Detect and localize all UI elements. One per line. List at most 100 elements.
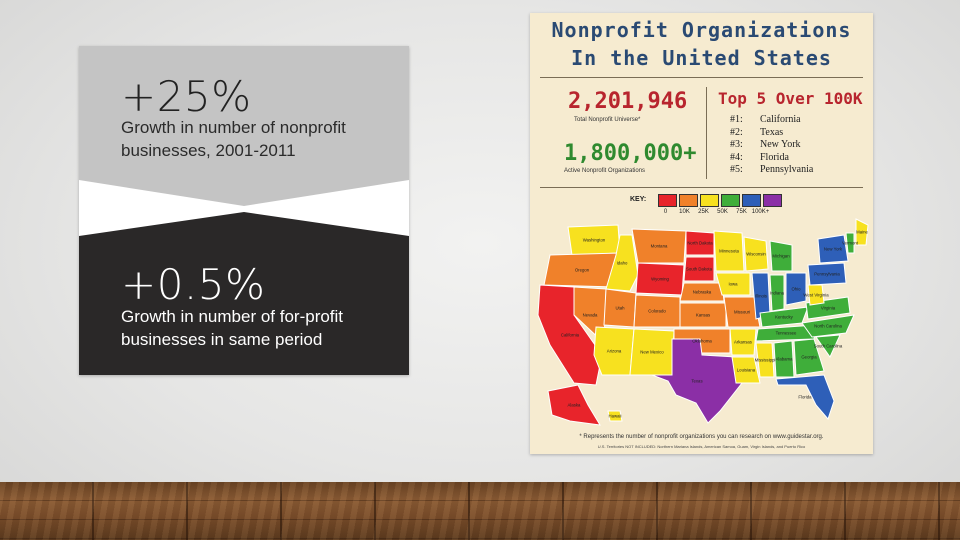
key-ticks: 0 10K 25K 50K 75K 100K+ [656, 209, 770, 215]
total-nonprofit-label: Total Nonprofit Universe* [574, 117, 641, 123]
map-label-utah: Utah [615, 306, 625, 311]
caption-line: businesses, 2001-2011 [121, 141, 296, 160]
map-label-indiana: Indiana [770, 291, 785, 296]
state-texas [651, 338, 743, 424]
growth-stat-card: +25% Growth in number of nonprofit busin… [79, 46, 409, 375]
map-label-texas: Texas [691, 379, 702, 384]
map-state-labels: Washington Oregon California Nevada Idaho Mon… [561, 230, 869, 419]
map-label-georgia: Georgia [801, 355, 817, 360]
divider [540, 187, 863, 188]
state-louisiana [731, 356, 761, 384]
map-label-arkansas: Arkansas [734, 340, 752, 345]
map-label-tennessee: Tennessee [776, 331, 797, 336]
map-label-north-carolina: North Carolina [814, 324, 842, 329]
state-minnesota [713, 230, 745, 272]
top5-item: #4: Florida [730, 152, 813, 165]
vertical-divider [706, 87, 707, 179]
state-arizona [593, 326, 635, 376]
map-label-maine: Maine [856, 230, 868, 235]
map-label-colorado: Colorado [648, 309, 666, 314]
map-label-louisiana: Louisiana [737, 368, 756, 373]
map-label-south-dakota: South Dakota [686, 267, 713, 272]
rank-label: #2: [730, 126, 743, 138]
nonprofit-growth-caption: Growth in number of nonprofit businesses… [121, 116, 391, 162]
caption-line: businesses in same period [121, 330, 323, 349]
state-iowa [715, 272, 751, 296]
state-mississippi [755, 342, 775, 378]
state-arkansas [729, 328, 757, 356]
map-label-nevada: Nevada [583, 313, 598, 318]
state-ohio [785, 272, 807, 306]
key-tick: 50K [717, 209, 728, 215]
map-label-vermont: Vermont [842, 241, 859, 246]
state-pennsylvania [807, 262, 847, 286]
state-name: New York [760, 139, 801, 150]
state-vermont [845, 232, 855, 254]
map-label-wisconsin: Wisconsin [746, 252, 766, 257]
rank-label: #3: [730, 139, 743, 150]
rank-label: #4: [730, 151, 743, 163]
poster-subtitle: In the United States [571, 46, 832, 70]
map-label-florida: Florida [798, 395, 812, 400]
map-label-oregon: Oregon [575, 268, 590, 273]
key-tick: 10K [679, 209, 690, 215]
caption-line: Growth in number of for-profit [121, 307, 344, 326]
map-label-alaska: Alaska [568, 403, 582, 408]
top5-item: #1: California [730, 114, 813, 127]
state-florida [775, 374, 835, 420]
key-tick: 25K [698, 209, 709, 215]
map-label-california: California [561, 333, 580, 338]
poster-footnote: * Represents the number of nonprofit org… [579, 434, 824, 440]
wood-floor [0, 482, 960, 540]
state-georgia [793, 338, 825, 376]
key-swatch-purple [763, 194, 782, 207]
top-band [79, 46, 409, 206]
map-label-new-york: New York [824, 247, 843, 252]
state-south-dakota [683, 256, 715, 282]
total-nonprofit-count: 2,201,946 [568, 89, 688, 114]
state-indiana [769, 274, 785, 312]
rank-label: #5: [730, 164, 743, 175]
state-montana [631, 228, 687, 264]
map-label-north-dakota: North Dakota [687, 241, 713, 246]
map-label-illinois: Illinois [755, 294, 767, 299]
map-label-michigan: Michigan [772, 254, 790, 259]
map-label-south-carolina: South Carolina [814, 344, 843, 349]
map-label-mississippi: Mississippi [755, 358, 776, 363]
map-label-virginia: Virginia [821, 306, 836, 311]
map-label-idaho: Idaho [617, 261, 628, 266]
state-michigan [769, 240, 793, 272]
key-swatch-orange [679, 194, 698, 207]
map-label-ohio: Ohio [791, 287, 801, 292]
state-name: Texas [760, 126, 784, 138]
rank-label: #1: [730, 114, 743, 125]
state-south-carolina [815, 334, 841, 359]
key-swatch-red [658, 194, 677, 207]
key-label: KEY: [630, 196, 647, 203]
map-label-missouri: Missouri [734, 310, 750, 315]
stat-card-background [79, 46, 409, 375]
state-idaho [605, 234, 639, 292]
state-kansas [679, 302, 727, 328]
active-nonprofit-label: Active Nonprofit Organizations [564, 168, 646, 174]
state-name: Pennsylvania [760, 164, 814, 175]
key-tick: 0 [663, 209, 668, 215]
map-label-kentucky: Kentucky [775, 315, 794, 320]
state-alaska [547, 384, 601, 426]
bottom-band [79, 212, 409, 375]
key-swatch-green [721, 194, 740, 207]
divider [540, 77, 863, 78]
map-label-alabama: Alabama [776, 357, 794, 362]
nonprofit-growth-stat: +25% [121, 72, 252, 121]
state-hawaii [607, 410, 623, 422]
state-new-york [817, 234, 849, 264]
caption-line: Growth in number of nonprofit [121, 118, 346, 137]
top5-item: #5: Pennsylvania [730, 164, 813, 177]
state-name: California [760, 114, 801, 125]
state-missouri [723, 296, 761, 328]
map-label-wyoming: Wyoming [651, 277, 669, 282]
poster-footnote-territories: U.S. Territories NOT INCLUDED: Northern … [597, 444, 806, 449]
map-states [537, 218, 869, 426]
top5-title: Top 5 Over 100K [718, 89, 863, 108]
state-nebraska [679, 282, 725, 302]
